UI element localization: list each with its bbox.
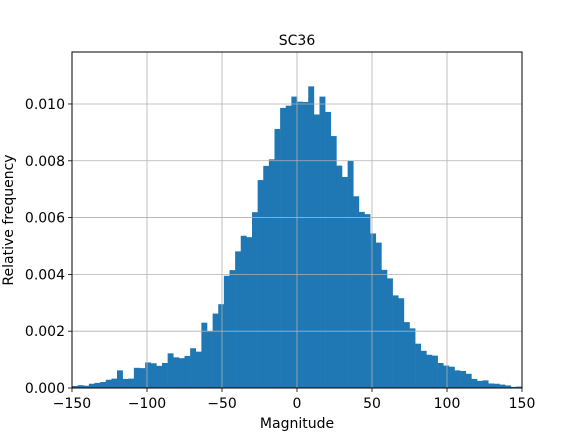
y-tick-label: 0.004 — [25, 267, 65, 283]
histogram-bar — [308, 86, 315, 389]
x-tick-label: −150 — [53, 396, 91, 412]
histogram-bar — [297, 101, 303, 388]
histogram-bar — [392, 295, 399, 388]
histogram-bar — [167, 353, 174, 388]
histogram-bar — [111, 378, 118, 388]
histogram-bar — [201, 322, 208, 388]
histogram-bar — [432, 355, 438, 388]
histogram-bar — [330, 136, 337, 388]
histogram-bar — [505, 385, 512, 388]
histogram-bar — [387, 278, 393, 388]
x-tick-label: 0 — [293, 396, 302, 412]
histogram-bar — [72, 386, 78, 388]
histogram-bar — [229, 270, 236, 388]
histogram-bar — [353, 196, 360, 388]
histogram-bar — [162, 363, 168, 388]
histogram-bar — [493, 383, 500, 388]
histogram-bar — [471, 378, 478, 388]
histogram-bar — [117, 370, 123, 388]
x-tick-label: 50 — [363, 396, 381, 412]
histogram-bar — [465, 373, 472, 388]
y-tick-label: 0.002 — [25, 324, 65, 340]
histogram-bar — [280, 107, 287, 388]
histogram-bar — [302, 101, 309, 389]
histogram-bar — [381, 269, 388, 388]
histogram-bar — [398, 298, 405, 388]
histogram-bar — [212, 313, 219, 388]
histogram-bar — [370, 233, 377, 388]
histogram-bar — [94, 382, 101, 388]
histogram-bar — [488, 383, 495, 388]
x-tick-label: −50 — [207, 396, 237, 412]
histogram-bar — [252, 212, 258, 388]
histogram-bar — [77, 385, 84, 388]
histogram-bar — [313, 114, 320, 389]
histogram-bar — [285, 105, 292, 389]
histogram-bar — [291, 96, 298, 388]
histogram-bar — [218, 304, 225, 388]
histogram-bar — [319, 96, 326, 388]
histogram-bar — [133, 367, 140, 388]
chart-title: SC36 — [279, 33, 316, 49]
y-tick-label: 0.010 — [25, 97, 65, 113]
bars-layer — [72, 86, 523, 389]
histogram-bar — [100, 382, 107, 388]
histogram-bar — [499, 384, 506, 388]
histogram-bar — [448, 366, 455, 388]
histogram-bar — [257, 180, 264, 388]
histogram-bar — [443, 365, 450, 388]
histogram-bar — [510, 386, 517, 388]
histogram-bar — [477, 380, 483, 388]
histogram-bar — [88, 383, 95, 388]
histogram-bar — [207, 330, 213, 388]
y-tick-label: 0.000 — [25, 381, 65, 397]
histogram-bar — [516, 386, 523, 388]
histogram-bar — [336, 165, 343, 388]
histogram-bar — [409, 328, 416, 388]
histogram-bar — [268, 159, 275, 388]
y-tick-label: 0.008 — [25, 154, 65, 170]
histogram-bar — [105, 379, 112, 388]
histogram-bar — [195, 351, 202, 388]
histogram-bar — [263, 165, 270, 388]
x-tick-label: −100 — [128, 396, 166, 412]
x-tick-label: 150 — [509, 396, 536, 412]
histogram-bar — [375, 242, 382, 388]
histogram-bar — [240, 235, 247, 388]
histogram-bar — [150, 363, 157, 388]
histogram-bar — [358, 211, 365, 388]
histogram-bar — [235, 251, 242, 388]
histogram-bar — [342, 176, 348, 388]
histogram-bar — [178, 358, 185, 388]
x-axis-label: Magnitude — [260, 416, 334, 432]
histogram-bar — [454, 370, 461, 388]
histogram-bar — [403, 322, 410, 388]
histogram-bar — [122, 378, 129, 388]
histogram-bar — [139, 368, 146, 388]
histogram-bar — [274, 128, 281, 388]
histogram-bar — [325, 111, 332, 389]
histogram-bar — [190, 348, 197, 388]
histogram-bar — [420, 350, 427, 388]
histogram-bar — [246, 237, 253, 388]
histogram-bar — [437, 363, 444, 388]
histogram-bar — [364, 214, 371, 388]
histogram-bar — [156, 365, 163, 388]
histogram-bar — [83, 385, 90, 388]
ticks-layer: −150 −100 −50 0 50 100 150 0.000 0.002 0.004 0.006… — [25, 97, 535, 412]
histogram-bar — [128, 378, 135, 388]
y-tick-label: 0.006 — [25, 211, 65, 227]
histogram-bar — [223, 275, 230, 388]
histogram-bar — [415, 343, 422, 388]
histogram-bar — [145, 362, 152, 388]
histogram-bar — [426, 354, 433, 388]
x-tick-label: 100 — [434, 396, 461, 412]
histogram-bar — [173, 357, 180, 388]
histogram-bar — [460, 370, 467, 388]
y-axis-label: Relative frequency — [1, 154, 17, 285]
histogram-bar — [482, 380, 489, 388]
histogram-bar — [184, 355, 191, 388]
